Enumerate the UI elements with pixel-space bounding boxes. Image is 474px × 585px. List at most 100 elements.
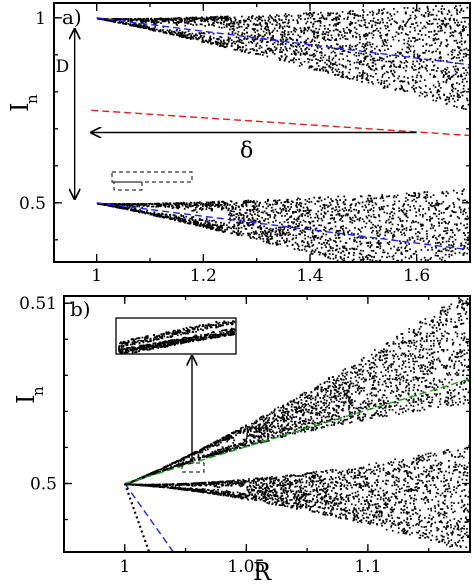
scatter-point — [454, 331, 457, 334]
scatter-point — [320, 243, 323, 245]
scatter-point — [456, 374, 458, 377]
scatter-point — [146, 205, 149, 208]
scatter-point — [420, 34, 423, 36]
scatter-point — [421, 223, 424, 226]
scatter-point — [426, 94, 428, 97]
scatter-point — [184, 34, 187, 37]
scatter-point — [343, 203, 346, 206]
panel-a: Dδ 1 1.2 1.4 1.60.51 a) I n — [6, 2, 471, 286]
scatter-point — [151, 29, 154, 32]
scatter-point — [457, 229, 460, 232]
scatter-point — [447, 222, 449, 225]
scatter-point — [380, 402, 382, 405]
scatter-point — [379, 27, 382, 30]
scatter-point — [388, 83, 391, 86]
scatter-point — [272, 51, 274, 54]
scatter-point — [274, 49, 277, 51]
scatter-point — [193, 201, 196, 204]
scatter-point — [311, 15, 314, 17]
scatter-point — [399, 66, 401, 69]
scatter-point — [261, 40, 264, 42]
scatter-point — [334, 234, 337, 237]
scatter-point — [386, 21, 388, 24]
scatter-point — [168, 204, 171, 207]
scatter-point — [466, 247, 469, 249]
scatter-point — [282, 232, 284, 235]
scatter-point — [361, 237, 364, 239]
scatter-point — [328, 39, 330, 41]
scatter-point — [326, 424, 329, 427]
scatter-point — [330, 45, 333, 47]
scatter-point — [317, 34, 320, 37]
scatter-point — [229, 204, 231, 206]
scatter-point — [342, 214, 345, 217]
scatter-point — [425, 335, 428, 337]
scatter-point — [311, 40, 313, 42]
scatter-point — [428, 396, 431, 398]
scatter-point — [294, 45, 297, 47]
scatter-point — [276, 203, 278, 205]
scatter-point — [303, 29, 305, 32]
scatter-point — [417, 55, 419, 57]
scatter-point — [156, 18, 159, 21]
scatter-point — [382, 74, 384, 76]
scatter-point — [356, 237, 359, 239]
scatter-point — [358, 61, 360, 64]
scatter-point — [342, 409, 344, 412]
scatter-point — [264, 229, 266, 232]
scatter-point — [444, 220, 446, 223]
scatter-point — [308, 58, 311, 61]
scatter-point — [253, 40, 255, 43]
scatter-point — [205, 227, 208, 229]
scatter-point — [320, 388, 323, 390]
x-tick-label: 1 — [91, 266, 102, 286]
scatter-point — [387, 231, 390, 234]
scatter-point — [408, 37, 410, 40]
scatter-point — [254, 213, 256, 216]
scatter-point — [424, 26, 427, 29]
scatter-point — [428, 11, 431, 14]
scatter-point — [438, 93, 440, 96]
scatter-point — [154, 26, 157, 28]
scatter-point — [164, 30, 167, 33]
scatter-point — [445, 98, 448, 101]
scatter-point — [126, 207, 129, 210]
scatter-point — [365, 78, 367, 80]
scatter-point — [450, 214, 452, 217]
scatter-point — [399, 80, 401, 83]
scatter-point — [444, 253, 447, 256]
scatter-point — [324, 39, 327, 42]
scatter-point — [392, 254, 395, 257]
scatter-point — [264, 19, 266, 22]
scatter-point — [338, 71, 341, 73]
scatter-point — [324, 33, 327, 35]
scatter-point — [236, 48, 238, 51]
scatter-point — [260, 16, 263, 19]
scatter-point — [183, 20, 186, 22]
scatter-point — [131, 203, 134, 205]
scatter-point — [393, 208, 395, 210]
scatter-point — [194, 208, 197, 211]
scatter-point — [247, 219, 250, 222]
scatter-point — [392, 357, 395, 360]
scatter-point — [432, 362, 434, 365]
scatter-point — [394, 401, 397, 403]
scatter-point — [287, 221, 289, 224]
scatter-point — [341, 245, 344, 248]
scatter-point — [355, 28, 358, 31]
scatter-point — [279, 228, 282, 231]
scatter-point — [222, 40, 225, 43]
scatter-point — [210, 201, 212, 204]
scatter-point — [190, 35, 193, 38]
scatter-point — [414, 14, 417, 17]
scatter-point — [357, 19, 360, 22]
scatter-point — [460, 337, 463, 339]
scatter-point — [412, 23, 414, 25]
scatter-point — [134, 18, 137, 20]
scatter-point — [150, 28, 153, 31]
scatter-point — [144, 204, 146, 207]
scatter-point — [452, 245, 455, 248]
scatter-point — [205, 225, 207, 228]
scatter-point — [365, 242, 368, 244]
scatter-point — [306, 212, 309, 214]
